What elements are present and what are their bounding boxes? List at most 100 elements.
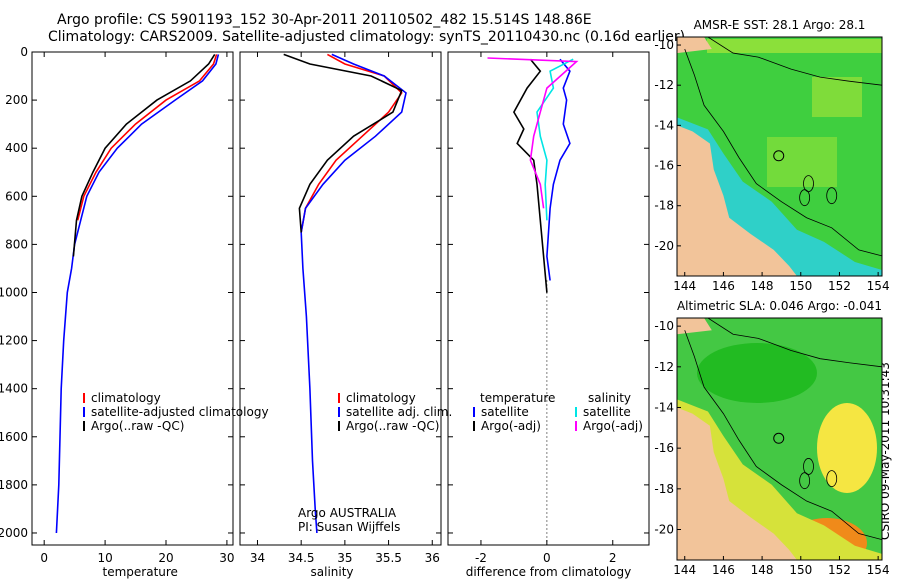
sla_map-ytick-label: -14 xyxy=(654,400,674,414)
salinity-xtick-label: 36 xyxy=(425,551,440,565)
sst_map-xtick-label: 146 xyxy=(712,279,735,293)
sla_map-contour xyxy=(707,318,882,368)
sst_map-patch xyxy=(767,137,837,187)
temperature-ytick-label: 1200 xyxy=(0,334,28,348)
temperature-series-line xyxy=(76,54,218,221)
sst_map-xtick-label: 148 xyxy=(751,279,774,293)
figure-title-line1: Argo profile: CS 5901193_152 30-Apr-2011… xyxy=(57,12,592,28)
sla_map-ytick-label: -18 xyxy=(654,482,674,496)
salinity-xtick-label: 35 xyxy=(337,551,352,565)
sla_map-xtick-label: 146 xyxy=(712,563,735,577)
difference-legend-label: Argo(-adj) xyxy=(481,419,541,433)
sst_map-ytick-label: -12 xyxy=(654,78,674,92)
sst_map-ytick-label: -14 xyxy=(654,118,674,132)
sst_map-float-marker xyxy=(773,150,785,162)
difference-series-line xyxy=(536,58,574,221)
sla_map-contour xyxy=(684,330,882,541)
sst_map-xtick-label: 150 xyxy=(789,279,812,293)
sst_map-land xyxy=(677,125,797,276)
difference-series-line xyxy=(487,57,579,209)
sst_map-frame xyxy=(676,36,883,277)
sst_map-ytick-label: -16 xyxy=(654,159,674,173)
sst_map-warm-band xyxy=(707,39,882,53)
sst_map-field xyxy=(677,37,882,276)
salinity-xlabel: salinity xyxy=(311,565,354,579)
sst_map-land-north xyxy=(677,37,712,54)
difference-xlabel: difference from climatology xyxy=(466,565,632,579)
temperature-ytick-label: 2000 xyxy=(0,526,28,540)
sla_map-xtick-label: 150 xyxy=(789,563,812,577)
sla_map-xtick-label: 148 xyxy=(751,563,774,577)
sst_map-ytick-label: -20 xyxy=(654,239,674,253)
salinity-xtick-label: 35.5 xyxy=(375,551,402,565)
temperature-ytick-label: 1400 xyxy=(0,382,28,396)
sst_map-title: AMSR-E SST: 28.1 Argo: 28.1 xyxy=(694,18,866,32)
salinity-xtick-label: 34 xyxy=(250,551,265,565)
temperature-ytick-label: 600 xyxy=(5,189,28,203)
salinity-series-line xyxy=(283,53,403,233)
temperature-ytick-label: 1000 xyxy=(0,285,28,299)
temperature-ytick-label: 1800 xyxy=(0,478,28,492)
difference-legend-label: satellite xyxy=(481,405,529,419)
sst_map-ytick-label: -10 xyxy=(654,38,674,52)
sla_map-field xyxy=(677,318,882,560)
difference-legend-label: Argo(-adj) xyxy=(583,419,643,433)
sla_map-low xyxy=(697,343,817,403)
salinity-legend-label: Argo(..raw -QC) xyxy=(346,419,439,433)
salinity-annotation: PI: Susan Wijffels xyxy=(298,520,400,534)
temperature-xtick-label: 10 xyxy=(97,551,112,565)
temperature-legend-label: climatology xyxy=(91,391,161,405)
difference-legend-label: satellite xyxy=(583,405,631,419)
sla_map-frame xyxy=(676,317,883,561)
difference-series-line xyxy=(546,58,571,281)
sla_map-ytick-label: -12 xyxy=(654,360,674,374)
sla_map-group: 144 146 148 150 152 154 -10 -12 -14 -16 -18 -20 Alti… xyxy=(654,299,889,577)
sla_map-float-marker xyxy=(773,432,785,444)
difference-series-line xyxy=(512,58,548,293)
sst_map-xtick-label: 154 xyxy=(867,279,890,293)
salinity-xtick-label: 34.5 xyxy=(288,551,315,565)
salinity-legend-label: satellite adj. clim. xyxy=(346,405,452,419)
sla_map-ytick-label: -20 xyxy=(654,522,674,536)
sla_map-xtick-label: 152 xyxy=(828,563,851,577)
sla_map-reef xyxy=(826,470,838,488)
sla_map-ytick-label: -16 xyxy=(654,441,674,455)
sst_map-group: 144 146 148 150 152 154 -10 -12 -14 -16 -18 -20 AMSR… xyxy=(654,18,889,293)
temperature-xtick-label: 0 xyxy=(40,551,48,565)
temperature-ytick-label: 200 xyxy=(5,93,28,107)
salinity-series-line xyxy=(300,53,403,233)
sst_map-reef xyxy=(826,187,838,205)
temperature-xlabel: temperature xyxy=(103,565,178,579)
sst_map-contour xyxy=(707,37,882,86)
salinity-annotation: Argo AUSTRALIA xyxy=(298,506,397,520)
temperature-series-line xyxy=(72,53,216,257)
sla_map-land xyxy=(677,407,797,560)
sla_map-ytick-label: -10 xyxy=(654,319,674,333)
temperature-ytick-label: 400 xyxy=(5,141,28,155)
sla_map-reef xyxy=(799,472,811,490)
sla_map-title: Altimetric SLA: 0.046 Argo: -0.041 xyxy=(677,299,882,313)
temperature-xtick-label: 30 xyxy=(219,551,234,565)
sst_map-reef xyxy=(803,175,814,193)
figure-title-line2: Climatology: CARS2009. Satellite-adjuste… xyxy=(48,29,686,45)
difference-frame xyxy=(447,51,650,546)
salinity-legend-label: climatology xyxy=(346,391,416,405)
difference-xtick-label: 0 xyxy=(543,551,551,565)
sla_map-xtick-label: 144 xyxy=(673,563,696,577)
sst_map-xtick-label: 152 xyxy=(828,279,851,293)
sla_map-reef xyxy=(803,458,814,475)
difference-xtick-label: 2 xyxy=(609,551,617,565)
sst_map-ytick-label: -18 xyxy=(654,199,674,213)
temperature-ytick-label: 0 xyxy=(20,45,28,59)
sla_map-land-north xyxy=(677,318,712,335)
sla_map-xtick-label: 154 xyxy=(867,563,890,577)
difference-xtick-label: -2 xyxy=(475,551,487,565)
sst_map-xtick-label: 144 xyxy=(673,279,696,293)
salinity-frame xyxy=(239,51,442,546)
sst_map-reef xyxy=(799,189,811,207)
temperature-legend-label: Argo(..raw -QC) xyxy=(91,419,184,433)
sla_map-high xyxy=(817,403,877,493)
temperature-series-line xyxy=(55,54,220,534)
